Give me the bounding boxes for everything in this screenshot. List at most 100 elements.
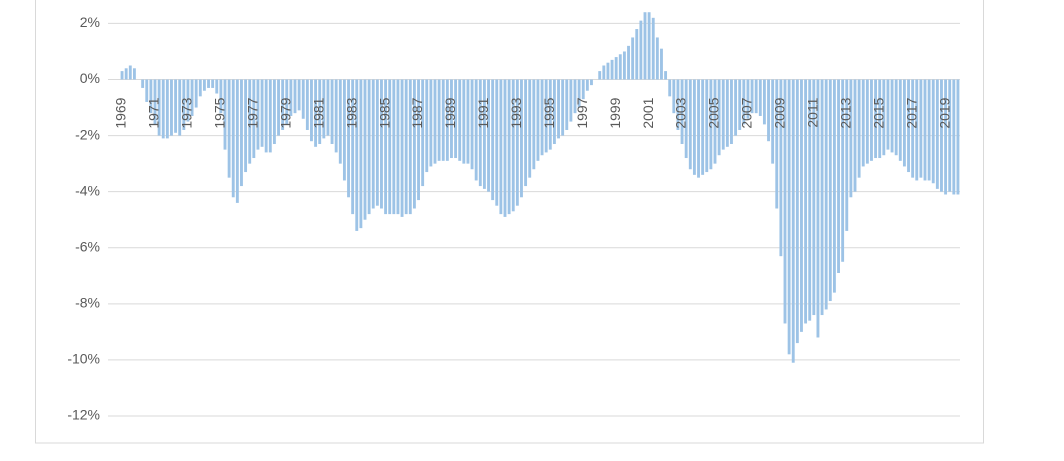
x-tick-label: 1989 bbox=[442, 97, 458, 128]
bar bbox=[754, 79, 758, 114]
bar bbox=[697, 79, 700, 178]
bar bbox=[132, 68, 136, 80]
bar bbox=[668, 79, 672, 97]
bar bbox=[800, 79, 803, 332]
bar bbox=[186, 79, 190, 122]
bar bbox=[227, 79, 231, 178]
bar bbox=[771, 79, 775, 164]
bar bbox=[145, 79, 149, 102]
bar bbox=[672, 79, 676, 114]
bar bbox=[528, 79, 532, 178]
x-tick-label: 1985 bbox=[376, 97, 392, 128]
bar bbox=[474, 79, 478, 181]
bar bbox=[289, 79, 293, 116]
bar bbox=[552, 79, 556, 145]
bar bbox=[482, 79, 486, 189]
bar bbox=[635, 29, 639, 80]
x-tick-label: 1981 bbox=[310, 97, 326, 128]
bar bbox=[223, 79, 227, 150]
bar bbox=[120, 71, 124, 80]
x-tick-label: 1983 bbox=[343, 97, 359, 128]
bar bbox=[865, 79, 869, 164]
bar bbox=[153, 79, 157, 125]
bar bbox=[235, 79, 239, 203]
bar bbox=[598, 71, 602, 80]
x-tick-label: 2001 bbox=[640, 97, 656, 128]
x-tick-label: 2011 bbox=[805, 97, 821, 127]
y-tick-label: -6% bbox=[75, 238, 100, 254]
bar bbox=[660, 48, 663, 80]
bar bbox=[478, 79, 482, 187]
bar bbox=[157, 79, 161, 136]
bar bbox=[750, 79, 754, 114]
bar bbox=[902, 79, 906, 167]
bar bbox=[795, 79, 799, 344]
bar bbox=[536, 79, 540, 161]
bar bbox=[425, 79, 429, 173]
bar bbox=[198, 79, 202, 97]
bar bbox=[408, 79, 412, 215]
bar bbox=[305, 79, 309, 130]
bar bbox=[338, 79, 342, 164]
bar bbox=[248, 79, 252, 164]
bar bbox=[454, 79, 458, 159]
bar bbox=[561, 79, 565, 136]
bar bbox=[503, 79, 507, 217]
x-tick-label: 2019 bbox=[936, 97, 952, 128]
bar bbox=[281, 79, 285, 130]
x-tick-label: 2015 bbox=[870, 97, 886, 128]
bar bbox=[758, 79, 762, 116]
bar bbox=[128, 65, 132, 80]
bar bbox=[721, 79, 725, 150]
bar bbox=[355, 79, 359, 231]
bar bbox=[161, 79, 165, 139]
bar bbox=[565, 79, 569, 130]
bar bbox=[540, 79, 544, 156]
y-tick-label: 2% bbox=[80, 14, 100, 30]
bar bbox=[655, 37, 659, 80]
bar bbox=[688, 79, 692, 170]
bar bbox=[487, 79, 490, 192]
x-tick-label: 2003 bbox=[673, 97, 689, 128]
bars bbox=[120, 12, 960, 363]
bar bbox=[684, 79, 688, 159]
bar bbox=[590, 79, 593, 86]
bar bbox=[882, 79, 886, 156]
bar bbox=[441, 79, 445, 161]
x-tick-label: 1971 bbox=[146, 97, 162, 128]
x-tick-label: 1969 bbox=[113, 97, 129, 128]
bar bbox=[470, 79, 474, 170]
x-tick-label: 2009 bbox=[772, 97, 788, 128]
bar bbox=[219, 79, 223, 114]
bar bbox=[182, 79, 186, 130]
bar bbox=[520, 79, 523, 198]
bar bbox=[585, 79, 589, 91]
bar bbox=[944, 79, 948, 195]
bar bbox=[705, 79, 709, 173]
bar bbox=[429, 79, 433, 167]
bar bbox=[495, 79, 499, 206]
bar bbox=[573, 79, 577, 114]
x-tick-label: 2005 bbox=[706, 97, 722, 128]
bar bbox=[742, 79, 746, 125]
bar bbox=[515, 79, 519, 206]
bar bbox=[190, 79, 194, 116]
bar bbox=[375, 79, 379, 206]
bar bbox=[701, 79, 705, 175]
bar bbox=[272, 79, 276, 145]
bar bbox=[622, 51, 626, 80]
x-tick-label: 2017 bbox=[903, 97, 919, 128]
x-tick-label: 1995 bbox=[541, 97, 557, 128]
bar bbox=[767, 79, 770, 142]
bar bbox=[511, 79, 515, 212]
bar bbox=[730, 79, 733, 145]
bar bbox=[861, 79, 865, 167]
x-tick-label: 2007 bbox=[739, 97, 755, 128]
bar bbox=[252, 79, 256, 159]
bar bbox=[569, 79, 573, 122]
y-tick-label: -4% bbox=[75, 182, 100, 198]
bar bbox=[532, 79, 536, 170]
bar bbox=[293, 79, 297, 114]
bar bbox=[400, 79, 404, 217]
